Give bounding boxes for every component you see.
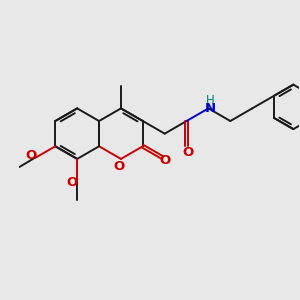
Text: O: O [114,160,125,173]
Text: H: H [206,94,214,107]
Text: O: O [66,176,77,189]
Text: O: O [182,146,194,159]
Text: O: O [25,149,36,162]
Text: O: O [159,154,171,167]
Text: N: N [204,102,215,115]
